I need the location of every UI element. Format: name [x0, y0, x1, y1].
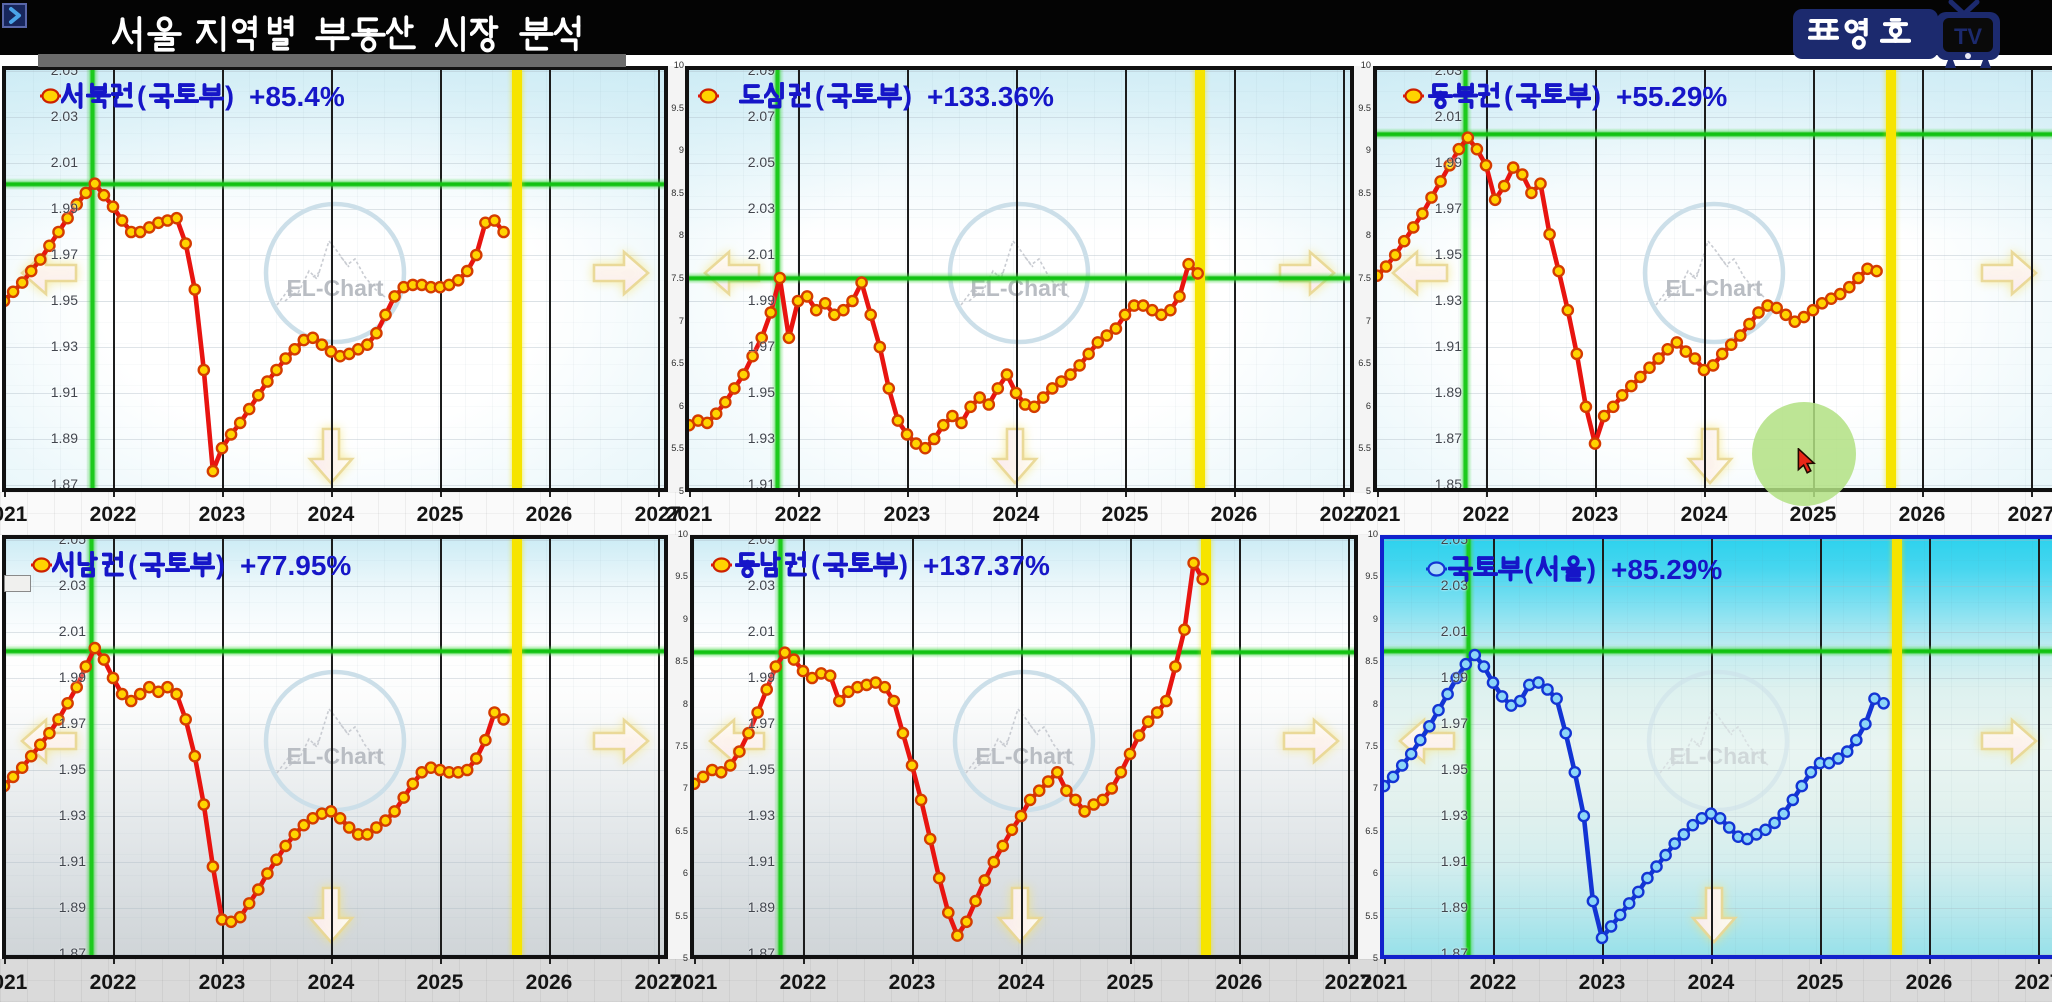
svg-text:TV: TV [1954, 24, 1982, 49]
svg-text:EL-Chart: EL-Chart [975, 743, 1072, 769]
svg-text:EL-Chart: EL-Chart [286, 275, 383, 301]
svg-text:EL-Chart: EL-Chart [286, 743, 383, 769]
svg-text:EL-Chart: EL-Chart [1669, 743, 1766, 769]
svg-text:EL-Chart: EL-Chart [1665, 275, 1762, 301]
